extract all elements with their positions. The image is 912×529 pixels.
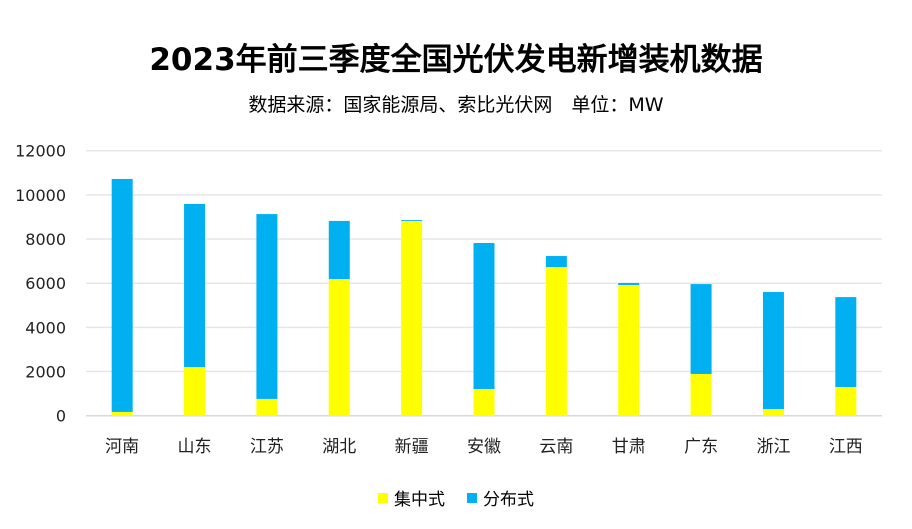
x-tick-label: 新疆 [395,437,429,457]
x-tick-label: 河南 [105,437,139,457]
x-tick-label: 江西 [829,437,863,457]
legend-item-centralized: 集中式 [378,485,445,510]
y-tick-label: 4000 [25,318,66,337]
y-tick-label: 0 [56,407,66,426]
bar-distributed-2 [256,214,278,399]
legend-item-distributed: 分布式 [467,485,534,510]
bar-centralized-8 [690,373,712,416]
x-tick-label: 江苏 [250,437,284,457]
bar-distributed-4 [401,220,423,221]
legend: 集中式 分布式 [0,485,912,510]
bar-centralized-2 [256,398,278,416]
bar-distributed-1 [184,203,206,368]
legend-label-distributed: 分布式 [483,490,534,510]
chart-title: 2023年前三季度全国光伏发电新增装机数据 [149,42,763,78]
legend-label-centralized: 集中式 [394,490,445,510]
legend-swatch-centralized [378,492,388,503]
y-tick-label: 2000 [25,363,66,382]
x-tick-label: 湖北 [322,437,356,457]
bar-distributed-9 [762,292,784,410]
y-tick-label: 12000 [15,142,66,161]
bar-centralized-1 [184,367,206,416]
bar-distributed-3 [328,220,350,280]
legend-swatch-distributed [467,492,477,503]
bar-centralized-10 [835,386,857,416]
bar-distributed-5 [473,243,495,389]
bar-distributed-8 [690,284,712,374]
bar-centralized-7 [618,284,640,416]
bar-centralized-9 [762,409,784,416]
bar-centralized-5 [473,388,495,416]
chart-subtitle: 数据来源：国家能源局、索比光伏网 单位：MW [248,94,664,116]
bar-distributed-10 [835,297,857,387]
y-tick-label: 10000 [15,186,66,205]
y-tick-label: 6000 [25,274,66,293]
bar-centralized-3 [328,279,350,416]
y-tick-label: 8000 [25,230,66,249]
x-tick-label: 广东 [684,437,718,457]
x-tick-label: 云南 [539,437,573,457]
bar-centralized-0 [111,411,133,416]
bar-distributed-6 [545,256,567,268]
x-tick-label: 山东 [178,437,212,457]
bar-distributed-0 [111,178,133,412]
x-tick-label: 安徽 [467,437,501,457]
x-tick-label: 浙江 [756,437,790,457]
bar-distributed-7 [618,282,640,285]
bar-centralized-4 [401,220,423,416]
bar-centralized-6 [545,267,567,416]
x-tick-label: 甘肃 [612,437,646,457]
